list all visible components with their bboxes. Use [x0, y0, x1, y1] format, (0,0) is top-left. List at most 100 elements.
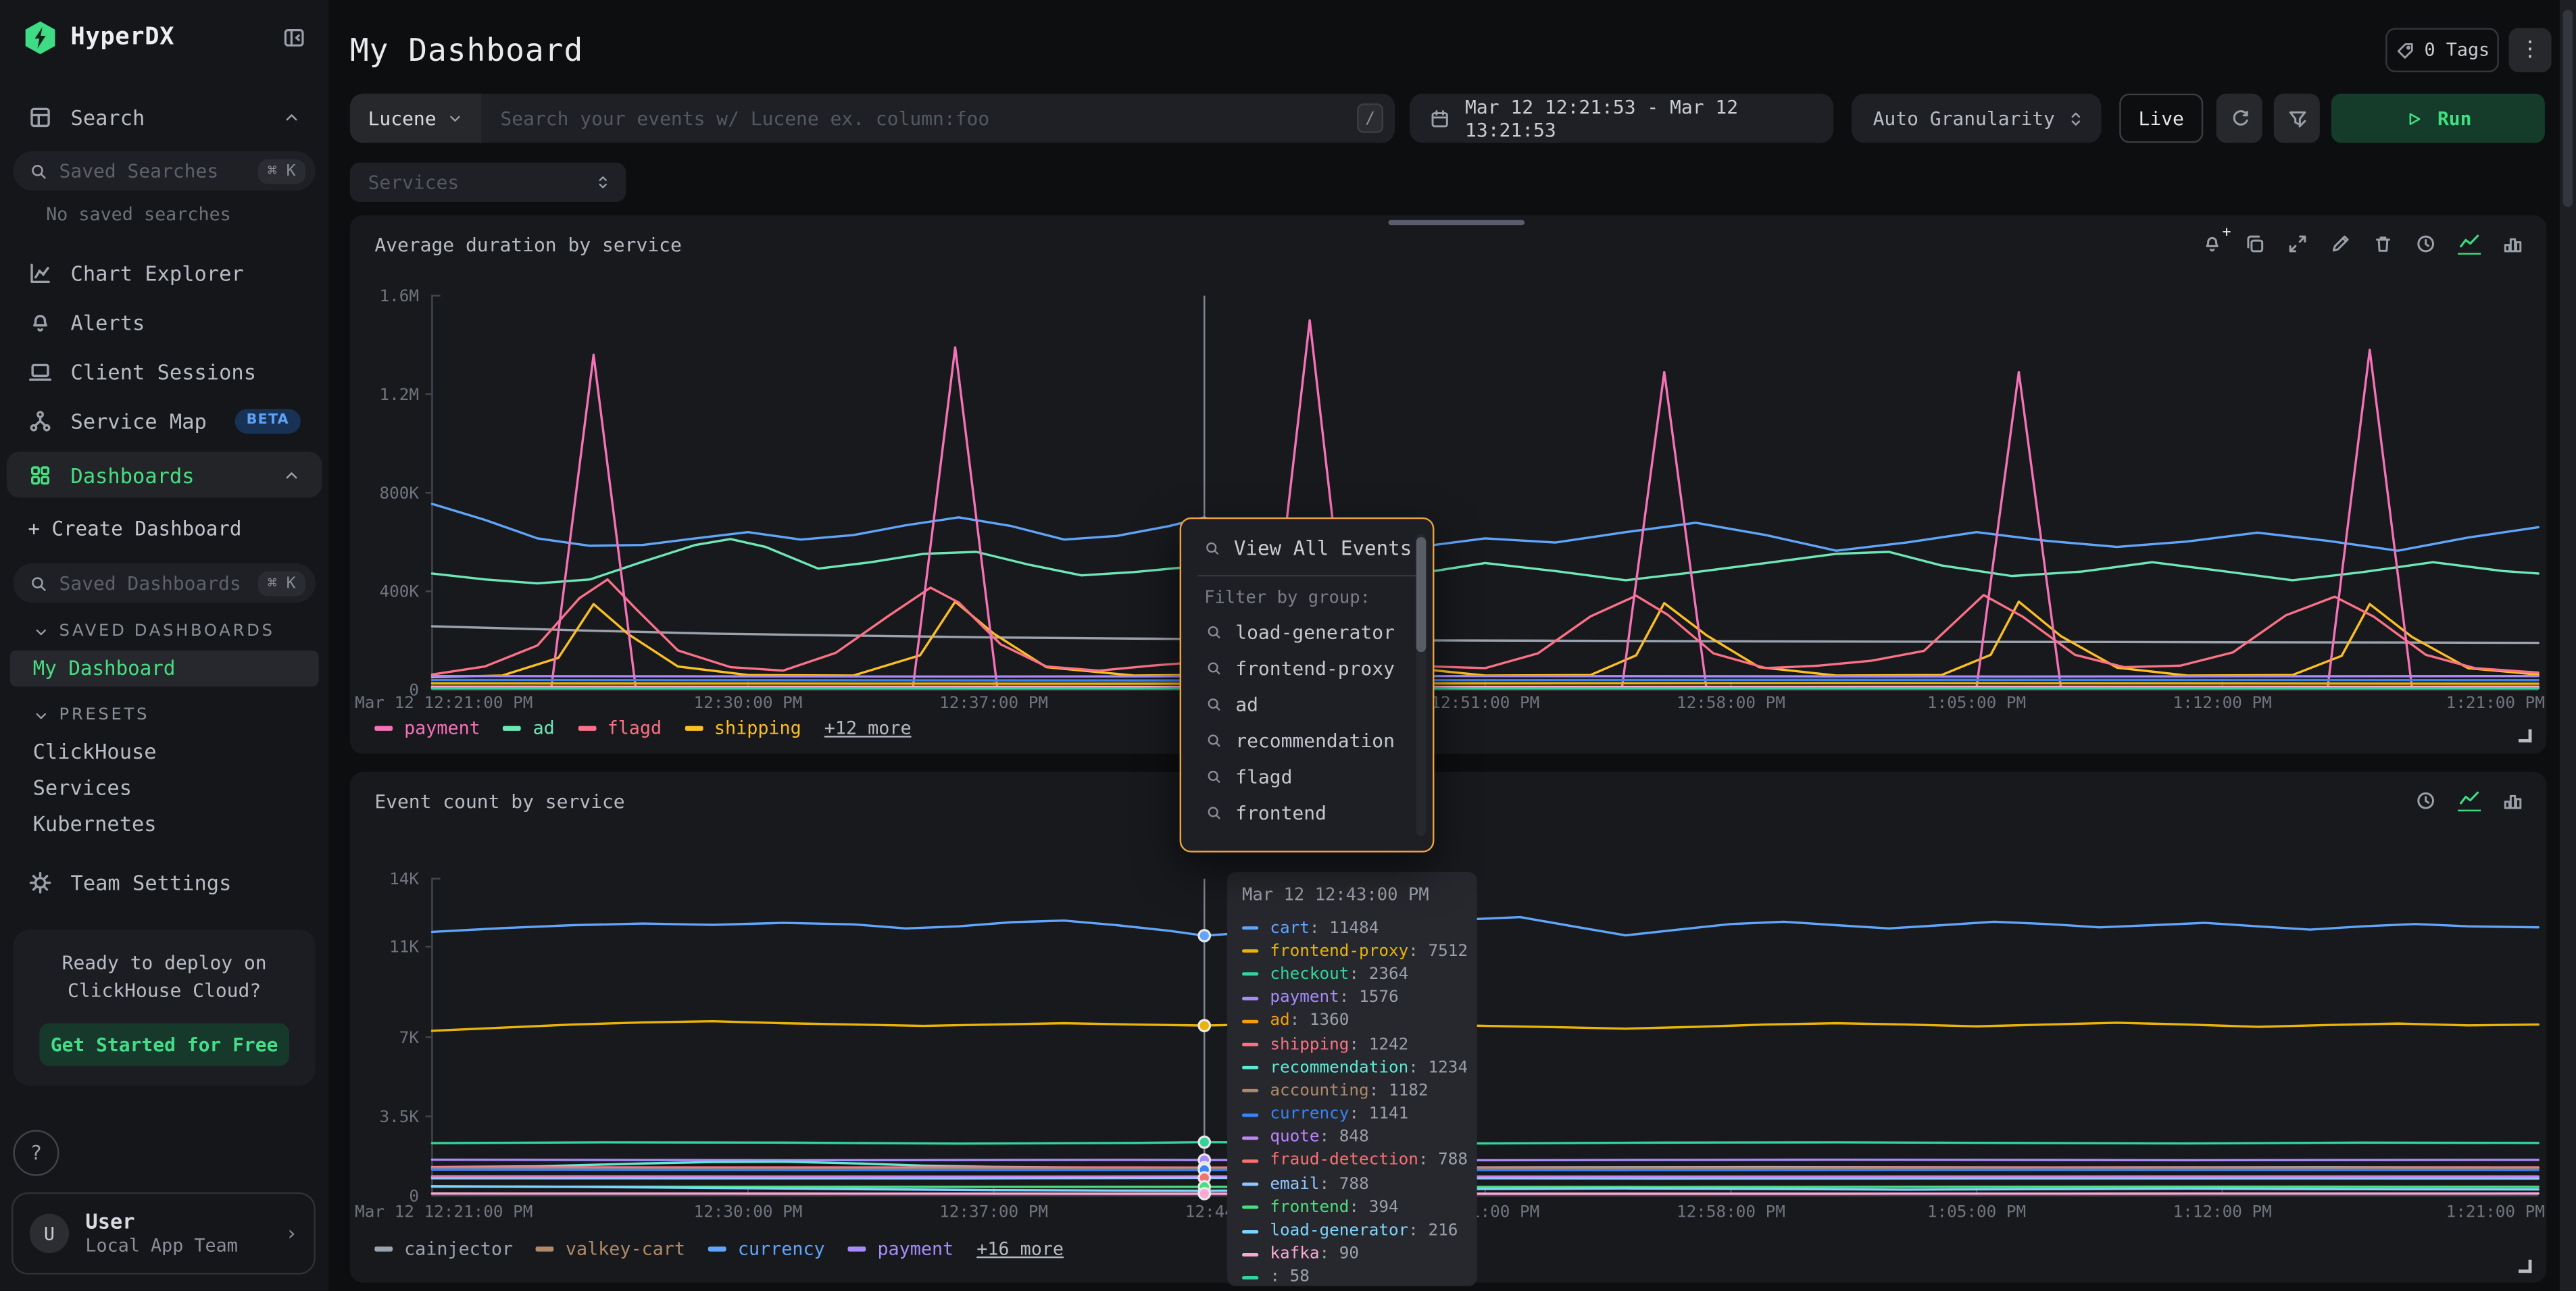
- language-select[interactable]: Lucene: [349, 93, 481, 143]
- page-scrollbar[interactable]: [2559, 0, 2576, 1291]
- sidebar-item-kubernetes[interactable]: Kubernetes: [0, 805, 328, 840]
- legend-item-cainjector[interactable]: cainjector: [374, 1238, 513, 1260]
- clock-icon: [2417, 791, 2435, 809]
- legend-item-shipping[interactable]: shipping: [685, 717, 801, 739]
- panel-title: Event count by service: [374, 790, 625, 813]
- line-chart-toggle[interactable]: [2458, 788, 2481, 812]
- legend-more-link[interactable]: +12 more: [824, 717, 912, 740]
- granularity-label: Auto Granularity: [1873, 107, 2055, 130]
- search-icon: [1208, 807, 1220, 819]
- popup-group-ad[interactable]: ad: [1181, 686, 1433, 722]
- popup-group-load-generator[interactable]: load-generator: [1181, 614, 1433, 650]
- popup-group-frontend-proxy[interactable]: frontend-proxy: [1181, 651, 1433, 686]
- popup-group-flagd[interactable]: flagd: [1181, 759, 1433, 794]
- time-settings-button[interactable]: [2415, 232, 2437, 254]
- create-dashboard-button[interactable]: + Create Dashboard: [0, 504, 328, 553]
- saved-searches-input[interactable]: Saved Searches ⌘ K: [13, 151, 316, 191]
- page-scrollbar-thumb[interactable]: [2562, 9, 2573, 207]
- refresh-button[interactable]: [2216, 93, 2262, 143]
- sidebar-item-services[interactable]: Services: [0, 769, 328, 805]
- panel-drag-handle[interactable]: [1388, 220, 1525, 226]
- tooltip-rows: cart: 11484 frontend-proxy: 7512 checkout:…: [1241, 917, 1470, 1286]
- legend-more-link[interactable]: +16 more: [976, 1238, 1064, 1260]
- dashboard-menu-button[interactable]: ⋮: [2508, 28, 2552, 72]
- tooltip-row-partial: : 58: [1241, 1266, 1470, 1286]
- dashboards-icon: [31, 465, 50, 484]
- expand-chart-button[interactable]: [2287, 232, 2308, 254]
- saved-dashboards-input[interactable]: Saved Dashboards ⌘ K: [13, 563, 316, 603]
- view-all-events-label: View All Events: [1233, 537, 1412, 561]
- section-presets[interactable]: PRESETS: [33, 706, 329, 724]
- line-chart-icon: [2460, 791, 2479, 805]
- search-input[interactable]: Search your events w/ Lucene ex. column:…: [500, 107, 990, 130]
- sidebar-item-client-sessions[interactable]: Client Sessions: [0, 347, 328, 396]
- view-all-events-button[interactable]: View All Events: [1181, 527, 1433, 569]
- panel-resize-handle[interactable]: [2519, 1259, 2532, 1273]
- chart-tooltip: Mar 12 12:43:00 PM cart: 11484 frontend-p…: [1227, 871, 1477, 1286]
- cloud-card-text: Ready to deploy on ClickHouse Cloud?: [61, 951, 267, 1003]
- delete-chart-button[interactable]: [2373, 232, 2394, 254]
- tooltip-row-recommendation: recommendation: 1234: [1241, 1057, 1470, 1080]
- tags-button[interactable]: 0 Tags: [2385, 28, 2499, 72]
- create-alert-button[interactable]: +: [2202, 224, 2231, 254]
- granularity-select[interactable]: Auto Granularity: [1851, 93, 2102, 143]
- tooltip-timestamp: Mar 12 12:43:00 PM: [1241, 885, 1429, 905]
- avg-duration-chart[interactable]: 0 400K 800K 1.2M 1.6M Mar 12 12:21:00 PM 12:30…: [350, 215, 2547, 753]
- help-button[interactable]: ?: [13, 1130, 59, 1176]
- section-saved-dashboards[interactable]: SAVED DASHBOARDS: [33, 622, 329, 640]
- query-bar: Lucene Search your events w/ Lucene ex. …: [349, 93, 1395, 143]
- sidebar-item-dashboards[interactable]: Dashboards: [6, 451, 322, 498]
- popup-scrollbar-thumb[interactable]: [1416, 537, 1427, 653]
- saved-searches-placeholder: Saved Searches: [59, 159, 219, 182]
- chart-legend: payment ad flagd shipping +12 more: [374, 717, 912, 740]
- line-chart-toggle[interactable]: [2458, 232, 2481, 255]
- date-range-label: Mar 12 12:21:53 - Mar 12 13:21:53: [1465, 95, 1739, 142]
- bar-chart-toggle[interactable]: [2502, 789, 2524, 811]
- popup-group-frontend[interactable]: frontend: [1181, 795, 1433, 831]
- bar-chart-icon: [2504, 237, 2522, 252]
- sidebar-item-alerts[interactable]: Alerts: [0, 297, 328, 347]
- date-range-button[interactable]: Mar 12 12:21:53 - Mar 12 13:21:53: [1409, 93, 1834, 143]
- sidebar-item-clickhouse[interactable]: ClickHouse: [0, 732, 328, 768]
- panel-title: Average duration by service: [374, 233, 682, 257]
- bar-chart-toggle[interactable]: [2502, 232, 2524, 254]
- sidebar-item-chart-explorer[interactable]: Chart Explorer: [0, 248, 328, 297]
- tooltip-row-frontend-proxy: frontend-proxy: 7512: [1241, 940, 1470, 963]
- run-button[interactable]: Run: [2331, 93, 2545, 143]
- user-menu[interactable]: U User Local App Team ›: [11, 1192, 316, 1275]
- calendar-icon: [1431, 109, 1448, 127]
- panel-toolbar: [2415, 788, 2524, 812]
- chart-context-popup: View All Events Filter by group: load-ge…: [1179, 517, 1435, 853]
- sidebar-item-search[interactable]: Search: [0, 92, 328, 141]
- svg-text:12:58:00 PM: 12:58:00 PM: [1677, 1202, 1785, 1221]
- legend-item-payment[interactable]: payment: [847, 1238, 953, 1260]
- tooltip-row-shipping: shipping: 1242: [1241, 1033, 1470, 1056]
- svg-text:Mar 12 12:21:00 PM: Mar 12 12:21:00 PM: [355, 1202, 532, 1221]
- sidebar-item-my-dashboard[interactable]: My Dashboard: [9, 650, 319, 687]
- tags-label: 0 Tags: [2424, 39, 2490, 61]
- logo-row: HyperDX: [0, 16, 328, 59]
- sidebar-item-team-settings[interactable]: Team Settings: [0, 857, 328, 907]
- legend-item-currency[interactable]: currency: [708, 1238, 825, 1260]
- sidebar-item-label: Search: [70, 104, 145, 129]
- sidebar-item-service-map[interactable]: Service Map BETA: [0, 396, 328, 445]
- svg-text:400K: 400K: [379, 582, 419, 601]
- edit-chart-button[interactable]: [2329, 232, 2351, 254]
- panel-resize-handle[interactable]: [2519, 729, 2532, 742]
- time-settings-button[interactable]: [2415, 789, 2437, 811]
- search-icon: [1208, 734, 1220, 747]
- duplicate-chart-button[interactable]: [2244, 232, 2266, 254]
- popup-group-recommendation[interactable]: recommendation: [1181, 723, 1433, 759]
- legend-item-payment[interactable]: payment: [374, 717, 480, 739]
- legend-item-ad[interactable]: ad: [503, 717, 555, 739]
- chevron-down-icon: [449, 116, 460, 122]
- refresh-icon: [2232, 109, 2248, 125]
- legend-item-flagd[interactable]: flagd: [577, 717, 662, 739]
- legend-item-valkey-cart[interactable]: valkey-cart: [536, 1238, 685, 1260]
- live-button[interactable]: Live: [2119, 93, 2204, 143]
- get-started-button[interactable]: Get Started for Free: [39, 1022, 289, 1065]
- chevron-up-icon: [286, 472, 297, 478]
- services-filter-select[interactable]: Services: [349, 162, 626, 203]
- sidebar-collapse-icon[interactable]: [282, 26, 305, 49]
- filters-button[interactable]: [2273, 93, 2320, 143]
